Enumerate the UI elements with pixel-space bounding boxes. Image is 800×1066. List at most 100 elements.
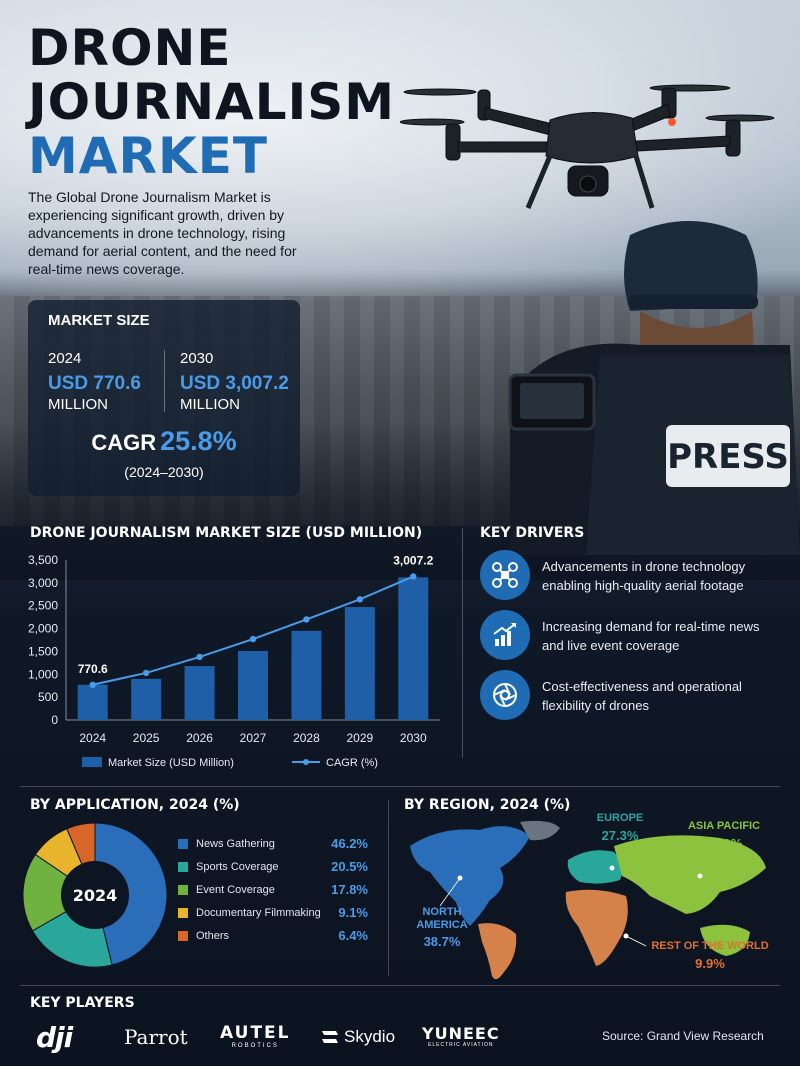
section-divider-vertical (462, 528, 463, 758)
legend-value: 20.5% (331, 859, 368, 874)
legend-swatch (178, 885, 188, 895)
region-heading: BY REGION, 2024 (%) (404, 797, 571, 813)
world-map (410, 820, 766, 980)
greenland-shape (520, 820, 560, 841)
driver-item: Increasing demand for real-time news and… (480, 610, 780, 660)
logo-yuneec: YUNEEC ELECTRIC AVIATION (422, 1024, 500, 1048)
value-end: USD 3,007.2 (180, 373, 289, 394)
driver-text: Cost-effectiveness and operational flexi… (542, 679, 742, 713)
cagr-line: CAGR 25.8% (28, 426, 300, 457)
europe-marker (609, 865, 615, 871)
asia-marker (697, 873, 703, 879)
legend-label-bar: Market Size (USD Million) (108, 757, 234, 769)
region-label-europe: EUROPE (596, 812, 644, 824)
bar-2025 (131, 678, 162, 720)
data-label: 3,007.2 (393, 553, 433, 567)
aperture-icon (480, 670, 530, 720)
chart-title: DRONE JOURNALISM MARKET SIZE (USD MILLIO… (30, 525, 423, 541)
year-end: 2030 (180, 350, 214, 367)
value-start: USD 770.6 (48, 373, 141, 394)
bar-2028 (291, 630, 322, 720)
legend-label-line: CAGR (%) (326, 757, 378, 769)
asia-pacific-shape (614, 835, 766, 914)
logo-skydio: Skydio (320, 1020, 395, 1054)
title-line-3: MARKET (28, 127, 268, 185)
logo-autel: AUTEL ROBOTICS (220, 1023, 291, 1049)
bar-2030 (398, 577, 429, 720)
section-divider (20, 985, 780, 986)
legend-item: Documentary Filmmaking 9.1% (178, 905, 368, 923)
region-value-europe: 27.3% (601, 828, 639, 843)
legend-item: News Gathering 46.2% (178, 836, 368, 854)
europe-shape (567, 850, 622, 884)
y-tick-label: 2,000 (28, 622, 58, 636)
y-tick-label: 3,500 (28, 553, 58, 567)
application-heading: BY APPLICATION, 2024 (%) (30, 797, 240, 813)
driver-text: Advancements in drone technology enablin… (542, 559, 746, 593)
unit-end: MILLION (180, 396, 241, 413)
legend-swatch (178, 839, 188, 849)
y-tick-label: 0 (51, 713, 58, 727)
cagr-period: (2024–2030) (124, 464, 204, 480)
x-tick-label: 2026 (186, 731, 213, 745)
legend-value: 6.4% (338, 928, 368, 943)
region-label-north-america: NORTH AMERICA (416, 906, 468, 931)
intro-text: The Global Drone Journalism Market is ex… (28, 189, 297, 277)
legend-name: Others (196, 930, 230, 942)
x-tick-label: 2029 (347, 731, 374, 745)
section-divider-vertical (388, 800, 389, 976)
bar-2026 (184, 666, 215, 720)
title-line-2: JOURNALISM (28, 73, 395, 131)
legend-name: Event Coverage (196, 884, 275, 896)
north-america-pointer (439, 877, 461, 907)
cagr-point (249, 635, 257, 643)
australia-shape (700, 924, 750, 956)
region-value-asia-pacific: 24.1% (705, 836, 743, 851)
section-divider (20, 786, 780, 787)
legend-swatch-point (303, 759, 309, 765)
north-america-shape (410, 826, 530, 926)
cagr-point (303, 616, 310, 623)
drivers-heading: KEY DRIVERS (480, 525, 585, 541)
legend-item: Others 6.4% (178, 928, 368, 946)
source-note: Source: Grand View Research (602, 1029, 764, 1043)
skydio-icon (322, 1031, 338, 1043)
legend-name: Sports Coverage (196, 861, 279, 873)
application-donut-chart: 2024 (22, 822, 168, 968)
press-label: PRESS (667, 437, 789, 477)
driver-item: Advancements in drone technology enablin… (480, 550, 780, 600)
y-tick-label: 3,000 (28, 576, 58, 590)
logo-parrot: Parrot (124, 1025, 188, 1049)
unit-start: MILLION (48, 396, 109, 413)
y-tick-label: 2,500 (28, 599, 58, 613)
legend-swatch (178, 862, 188, 872)
bar-2029 (344, 607, 375, 720)
y-tick-label: 500 (38, 690, 58, 704)
legend-item: Sports Coverage 20.5% (178, 859, 368, 877)
region-value-north-america: 38.7% (423, 934, 461, 949)
cagr-point (142, 669, 150, 677)
card-divider (164, 350, 165, 412)
cagr-point (410, 573, 417, 580)
donut-slice-event-coverage (22, 853, 96, 932)
donut-center-label: 2024 (73, 886, 118, 905)
legend-swatch (178, 931, 188, 941)
africa-shape (565, 889, 628, 966)
legend-name: News Gathering (196, 838, 275, 850)
cagr-point (89, 681, 96, 688)
driver-item: Cost-effectiveness and operational flexi… (480, 670, 780, 720)
legend-name: Documentary Filmmaking (196, 907, 321, 919)
market-size-chart: 0 500 1,000 1,500 2,000 2,500 3,000 3,500 2024 20… (28, 553, 440, 769)
region-label-rest-of-world: REST OF THE WORLD (651, 940, 769, 952)
bar-2027 (238, 650, 268, 720)
rest-pointer (625, 935, 647, 947)
y-tick-label: 1,000 (28, 667, 58, 681)
legend-swatch-bar (82, 757, 102, 767)
growth-chart-icon (480, 610, 530, 660)
x-tick-label: 2028 (293, 731, 320, 745)
y-tick-label: 1,500 (28, 644, 58, 658)
donut-hole (61, 861, 129, 929)
legend-value: 46.2% (331, 836, 368, 851)
data-label: 770.6 (78, 662, 108, 676)
drone-icon (480, 550, 530, 600)
